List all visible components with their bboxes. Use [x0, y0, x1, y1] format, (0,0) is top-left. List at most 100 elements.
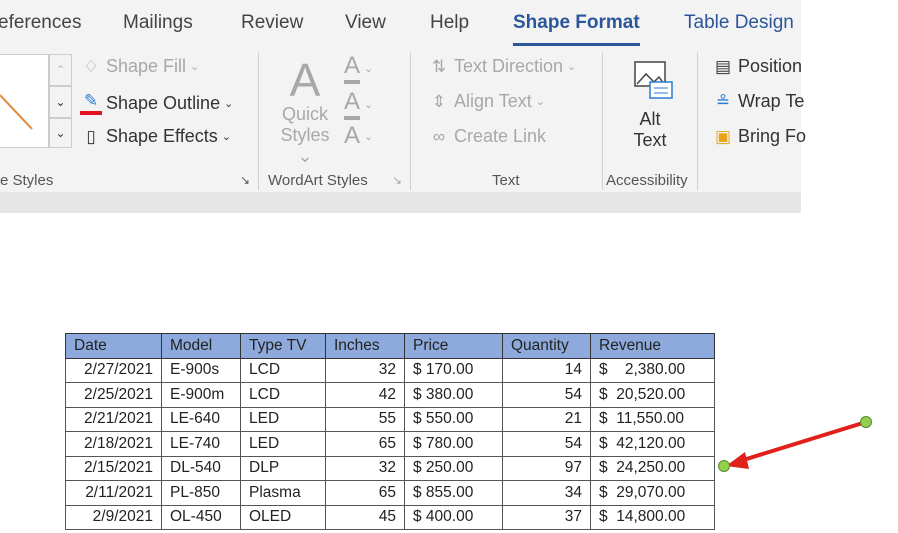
group-label-shape-styles: e Styles — [0, 172, 54, 189]
arrow-line[interactable] — [739, 420, 867, 463]
cell-revenue: $ 2,380.00 — [590, 357, 715, 383]
arrow-head — [726, 452, 749, 469]
quick-styles-button[interactable]: A Quick Styles ⌄ — [272, 56, 338, 167]
create-link-button[interactable]: ∞ Create Link — [428, 126, 546, 147]
shape-fill-label: Shape Fill — [106, 56, 187, 76]
cell-inches: 65 — [325, 431, 405, 457]
eraser-icon: ▯ — [86, 126, 96, 146]
table-header-row: Date Model Type TV Inches Price Quantity… — [65, 333, 715, 359]
tab-help[interactable]: Help — [430, 12, 470, 33]
shape-outline-button[interactable]: ✎ Shape Outline ⌄ — [80, 91, 233, 115]
gallery-scroll-down[interactable]: ⌄ — [49, 86, 72, 118]
text-fill-icon: A — [344, 52, 361, 84]
cell-price: $ 250.00 — [404, 455, 503, 481]
cell-inches: 32 — [325, 455, 405, 481]
cell-type: LCD — [240, 382, 326, 408]
arrow-start-handle[interactable] — [860, 416, 872, 428]
text-direction-label: Text Direction — [454, 56, 564, 76]
cell-date: 2/15/2021 — [65, 455, 162, 481]
tab-table-design[interactable]: Table Design — [684, 12, 794, 33]
gallery-scroll-up[interactable]: ⌃ — [49, 54, 72, 86]
bring-forward-label: Bring Fo — [738, 126, 807, 146]
cell-quantity: 54 — [502, 431, 591, 457]
tab-mailings[interactable]: Mailings — [123, 12, 193, 33]
align-text-button[interactable]: ⇕ Align Text ⌄ — [428, 91, 545, 112]
cell-price: $ 400.00 — [404, 504, 503, 530]
bring-forward-button[interactable]: ▣ Bring Fo — [712, 126, 806, 147]
wrap-text-button[interactable]: ≗ Wrap Te — [712, 91, 805, 112]
cell-revenue: $ 24,250.00 — [590, 455, 715, 481]
chevron-down-icon: ⌄ — [224, 97, 234, 110]
shape-fill-button[interactable]: ♢ Shape Fill ⌄ — [80, 56, 199, 77]
position-button[interactable]: ▤ Position — [712, 56, 802, 77]
quick-styles-label: Quick — [281, 104, 328, 124]
table-row: 2/27/2021 E-900s LCD 32 $ 170.00 14 $ 2,380.00 — [65, 357, 715, 383]
text-effects-icon: A — [344, 122, 361, 149]
group-label-accessibility: Accessibility — [606, 172, 688, 189]
pencil-outline-icon: ✎ — [80, 91, 102, 115]
cell-revenue: $ 14,800.00 — [590, 504, 715, 530]
tab-review[interactable]: Review — [241, 12, 304, 33]
cell-quantity: 97 — [502, 455, 591, 481]
header-revenue: Revenue — [590, 333, 715, 359]
tab-references[interactable]: eferences — [0, 12, 82, 33]
create-link-label: Create Link — [454, 126, 547, 146]
paint-bucket-icon: ♢ — [83, 56, 99, 76]
wordart-a-brush-icon: A — [289, 54, 321, 106]
cell-revenue: $ 20,520.00 — [590, 382, 715, 408]
shape-effects-button[interactable]: ▯ Shape Effects ⌄ — [80, 126, 231, 147]
link-icon: ∞ — [432, 126, 446, 146]
cell-type: LED — [240, 406, 326, 432]
text-direction-icon: ⇅ — [431, 56, 447, 76]
tab-shape-format[interactable]: Shape Format — [513, 12, 640, 46]
cell-quantity: 34 — [502, 480, 591, 506]
text-outline-button[interactable]: A ⌄ — [344, 88, 373, 120]
ribbon-shadow — [0, 192, 801, 213]
tab-view[interactable]: View — [345, 12, 386, 33]
alt-text-label: Alt — [639, 109, 661, 129]
cell-price: $ 780.00 — [404, 431, 503, 457]
cell-revenue: $ 42,120.00 — [590, 431, 715, 457]
cell-inches: 42 — [325, 382, 405, 408]
header-model: Model — [161, 333, 241, 359]
cell-model: E-900s — [161, 357, 241, 383]
position-label: Position — [738, 56, 803, 76]
gallery-more[interactable]: ⌄ — [49, 118, 72, 148]
shape-style-gallery[interactable] — [0, 54, 49, 148]
arrow-end-handle[interactable] — [718, 460, 730, 472]
text-outline-icon: A — [344, 88, 361, 120]
cell-date: 2/21/2021 — [65, 406, 162, 432]
text-direction-button[interactable]: ⇅ Text Direction ⌄ — [428, 56, 576, 77]
alt-text-button[interactable]: Alt Text — [618, 58, 682, 151]
cell-type: OLED — [240, 504, 326, 530]
cell-model: E-900m — [161, 382, 241, 408]
group-label-wordart-styles: WordArt Styles — [268, 172, 368, 189]
cell-quantity: 37 — [502, 504, 591, 530]
cell-date: 2/18/2021 — [65, 431, 162, 457]
table-row: 2/18/2021 LE-740 LED 65 $ 780.00 54 $ 42,120.0… — [65, 431, 715, 457]
chevron-down-icon: ⌄ — [221, 131, 231, 143]
cell-quantity: 54 — [502, 382, 591, 408]
table-row: 2/9/2021 OL-450 OLED 45 $ 400.00 37 $ 14,800.0… — [65, 504, 715, 530]
dialog-launcher-icon[interactable]: ↘ — [240, 173, 251, 187]
table-row: 2/15/2021 DL-540 DLP 32 $ 250.00 97 $ 24,250.0… — [65, 455, 715, 481]
line-style-preview-icon — [0, 94, 33, 130]
text-fill-button[interactable]: A ⌄ — [344, 52, 373, 84]
cell-price: $ 550.00 — [404, 406, 503, 432]
align-text-label: Align Text — [454, 91, 532, 111]
cell-type: LED — [240, 431, 326, 457]
divider — [410, 52, 411, 190]
alt-text-icon — [634, 61, 673, 99]
cell-quantity: 14 — [502, 357, 591, 383]
shape-effects-label: Shape Effects — [106, 126, 218, 146]
text-effects-button[interactable]: A ⌄ — [344, 122, 374, 149]
header-inches: Inches — [325, 333, 405, 359]
dialog-launcher-icon[interactable]: ↘ — [392, 173, 403, 187]
bring-forward-icon: ▣ — [714, 126, 732, 146]
cell-type: LCD — [240, 357, 326, 383]
wrap-text-label: Wrap Te — [738, 91, 805, 111]
quick-styles-label2: Styles ⌄ — [280, 125, 330, 166]
header-date: Date — [65, 333, 162, 359]
header-type: Type TV — [240, 333, 326, 359]
